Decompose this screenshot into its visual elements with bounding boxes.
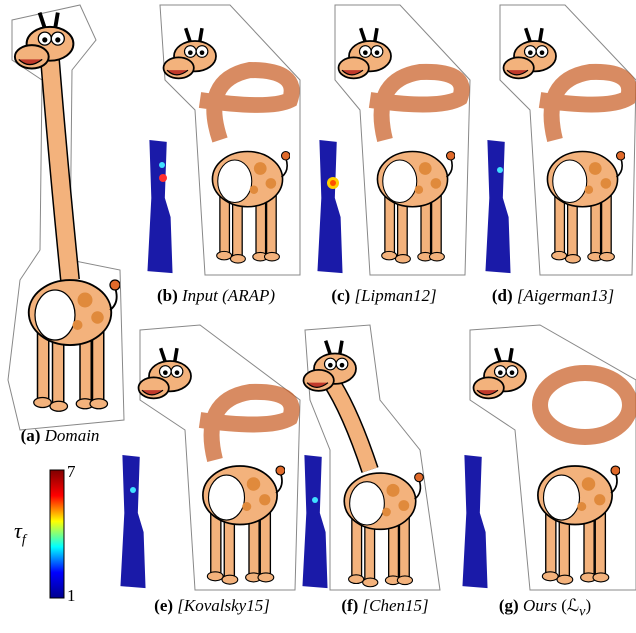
panel-f <box>302 325 440 590</box>
panel-c <box>317 5 470 275</box>
text: f <box>22 532 26 547</box>
caption: (f) [Chen15] <box>341 596 428 616</box>
colorbar-max: 7 <box>67 462 76 482</box>
text: [Kovalsky15] <box>177 596 270 615</box>
text: (f) <box>341 596 358 615</box>
caption: (b) Input (ARAP) <box>157 286 275 306</box>
caption: (g) Ours (ℒν) <box>499 596 591 620</box>
text: [Lipman12] <box>354 286 436 305</box>
text: (a) <box>21 426 41 445</box>
caption: (a) Domain <box>21 426 100 446</box>
text: Ours <box>523 596 557 615</box>
figure: (a) Domain (b) Input (ARAP) (c) [Lipman1… <box>0 0 636 633</box>
text: τ <box>14 518 22 543</box>
text: Domain <box>45 426 100 445</box>
illustrations <box>0 0 636 633</box>
text: [Chen15] <box>363 596 429 615</box>
panel-e <box>120 325 300 590</box>
text: (e) <box>154 596 173 615</box>
text: (b) <box>157 286 178 305</box>
text: (g) <box>499 596 519 615</box>
text: [Aigerman13] <box>517 286 614 305</box>
text: (c) <box>331 286 350 305</box>
colorbar-label: τf <box>14 518 26 548</box>
colorbar <box>50 470 64 598</box>
panel-g <box>462 325 636 590</box>
math: ) <box>585 596 591 615</box>
math: (ℒ <box>561 596 579 615</box>
text: (d) <box>492 286 513 305</box>
caption: (c) [Lipman12] <box>331 286 436 306</box>
caption: (d) [Aigerman13] <box>492 286 614 306</box>
colorbar-min: 1 <box>67 586 76 606</box>
panel-d <box>485 5 636 275</box>
caption: (e) [Kovalsky15] <box>154 596 270 616</box>
panel-b <box>147 5 300 275</box>
text: Input (ARAP) <box>182 286 275 305</box>
